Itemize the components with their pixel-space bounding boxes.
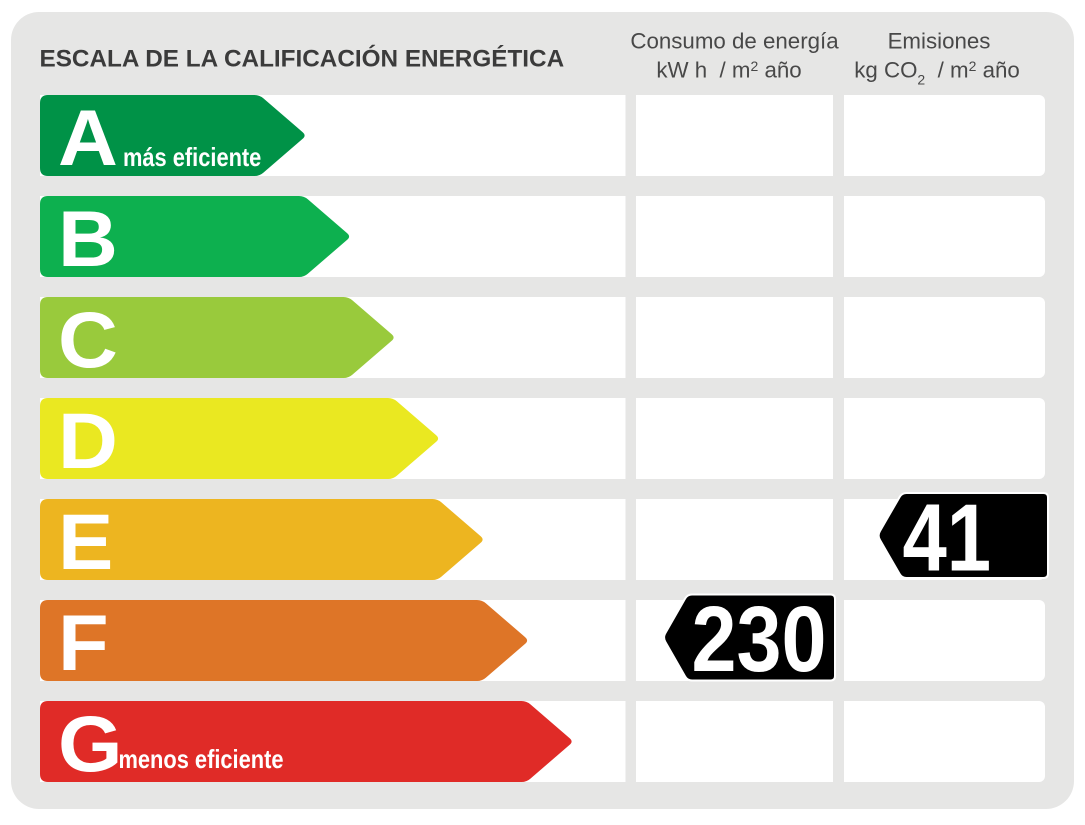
svg-text:41: 41 — [903, 483, 992, 591]
svg-text:ESCALA DE LA CALIFICACIÓN ENER: ESCALA DE LA CALIFICACIÓN ENERGÉTICA — [40, 45, 565, 73]
svg-text:kW h / m2 año: kW h / m2 año — [656, 58, 801, 83]
svg-text:más eficiente: más eficiente — [123, 143, 261, 172]
svg-text:Emisiones: Emisiones — [888, 29, 991, 54]
svg-text:G: G — [58, 701, 123, 789]
svg-text:Consumo de energía: Consumo de energía — [630, 29, 839, 54]
svg-text:230: 230 — [692, 588, 827, 691]
svg-text:C: C — [58, 297, 118, 385]
svg-text:A: A — [58, 95, 118, 183]
svg-text:F: F — [58, 600, 109, 688]
svg-text:B: B — [58, 196, 118, 284]
svg-text:D: D — [58, 398, 118, 486]
svg-text:E: E — [58, 499, 113, 587]
svg-text:menos eficiente: menos eficiente — [119, 745, 284, 774]
